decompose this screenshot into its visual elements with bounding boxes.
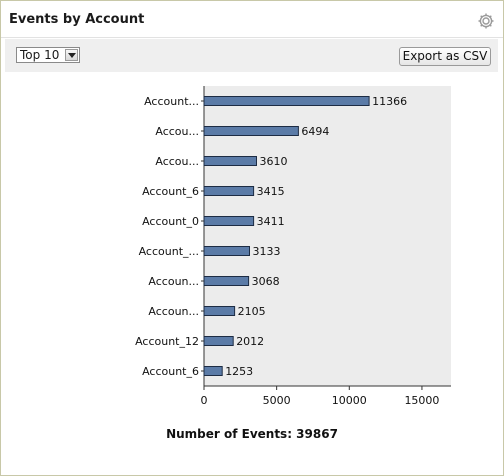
bar-value-label: 3068 xyxy=(252,275,280,288)
total-events-label: Number of Events: 39867 xyxy=(166,427,338,441)
bar xyxy=(203,276,250,286)
bar xyxy=(203,186,255,196)
category-label: Accoun... xyxy=(148,275,199,288)
category-label: Account... xyxy=(144,95,199,108)
x-tick-label: 0 xyxy=(201,394,208,407)
bar xyxy=(203,336,234,346)
category-label: Account_12 xyxy=(135,335,199,348)
bar-value-label: 1253 xyxy=(225,365,253,378)
bar xyxy=(203,306,236,316)
bar-value-label: 6494 xyxy=(301,125,329,138)
x-tick-label: 10000 xyxy=(332,394,367,407)
category-label: Accou... xyxy=(155,125,199,138)
category-label: Account_... xyxy=(139,245,199,258)
category-label: Account_6 xyxy=(142,365,199,378)
gear-icon[interactable] xyxy=(477,12,495,30)
bar-value-label: 3411 xyxy=(257,215,285,228)
bar xyxy=(203,366,223,376)
x-tick-label: 5000 xyxy=(263,394,291,407)
chevron-down-icon[interactable] xyxy=(65,49,78,61)
category-label: Accou... xyxy=(155,155,199,168)
bar-value-label: 2105 xyxy=(238,305,266,318)
top-n-select-value: Top 10 xyxy=(20,48,60,62)
bar xyxy=(203,216,255,226)
export-csv-button[interactable]: Export as CSV xyxy=(399,47,491,66)
bar-value-label: 11366 xyxy=(372,95,407,108)
bar-value-label: 3133 xyxy=(253,245,281,258)
bar-value-label: 3610 xyxy=(260,155,288,168)
bar-value-label: 3415 xyxy=(257,185,285,198)
panel-title: Events by Account xyxy=(9,12,145,27)
bar xyxy=(203,246,250,256)
bar xyxy=(203,126,299,136)
category-label: Accoun... xyxy=(148,305,199,318)
bar-value-label: 2012 xyxy=(236,335,264,348)
category-label: Account_0 xyxy=(142,215,199,228)
toolbar: Top 10 Export as CSV xyxy=(5,39,498,72)
category-label: Account_6 xyxy=(142,185,199,198)
panel-header: Events by Account xyxy=(1,1,503,38)
bar xyxy=(203,156,257,166)
top-n-select[interactable]: Top 10 xyxy=(16,47,80,63)
bar xyxy=(203,96,370,106)
x-tick-label: 15000 xyxy=(404,394,439,407)
